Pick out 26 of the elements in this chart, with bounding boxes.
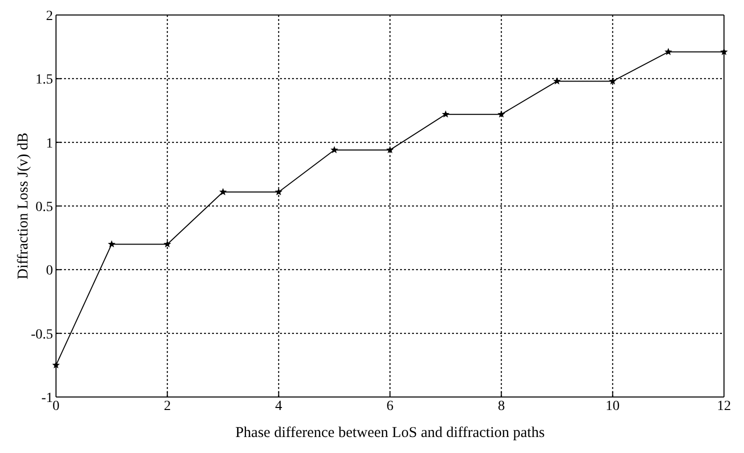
point (330, 146, 338, 154)
point (219, 188, 227, 196)
y-tick-label: 0.5 (36, 200, 53, 215)
x-tick-label: 6 (386, 398, 394, 414)
point (442, 110, 450, 118)
x-tick-label: 12 (717, 398, 731, 414)
y-tick-label: -1 (41, 390, 53, 406)
y-tick-label: 0 (46, 264, 53, 279)
y-tick-label: -0.5 (30, 327, 53, 342)
y-tick-label: 1.5 (36, 72, 53, 88)
x-tick-label: 10 (606, 398, 620, 414)
point (498, 110, 506, 118)
point (664, 48, 672, 56)
point (386, 146, 394, 154)
x-tick-label: 8 (498, 398, 505, 414)
x-tick-label: 4 (275, 398, 282, 414)
point (164, 240, 172, 248)
point (274, 188, 282, 196)
x-axis-title: Phase difference between LoS and diffraction paths (235, 425, 545, 441)
point (608, 77, 616, 84)
y-tick-label: 2 (46, 8, 53, 24)
x-tick-label: 2 (164, 398, 171, 414)
y-tick-label: 1 (46, 136, 53, 152)
point (108, 240, 116, 248)
point (553, 77, 561, 84)
y-axis-title: Diffraction Loss J(v) dB (15, 132, 32, 280)
